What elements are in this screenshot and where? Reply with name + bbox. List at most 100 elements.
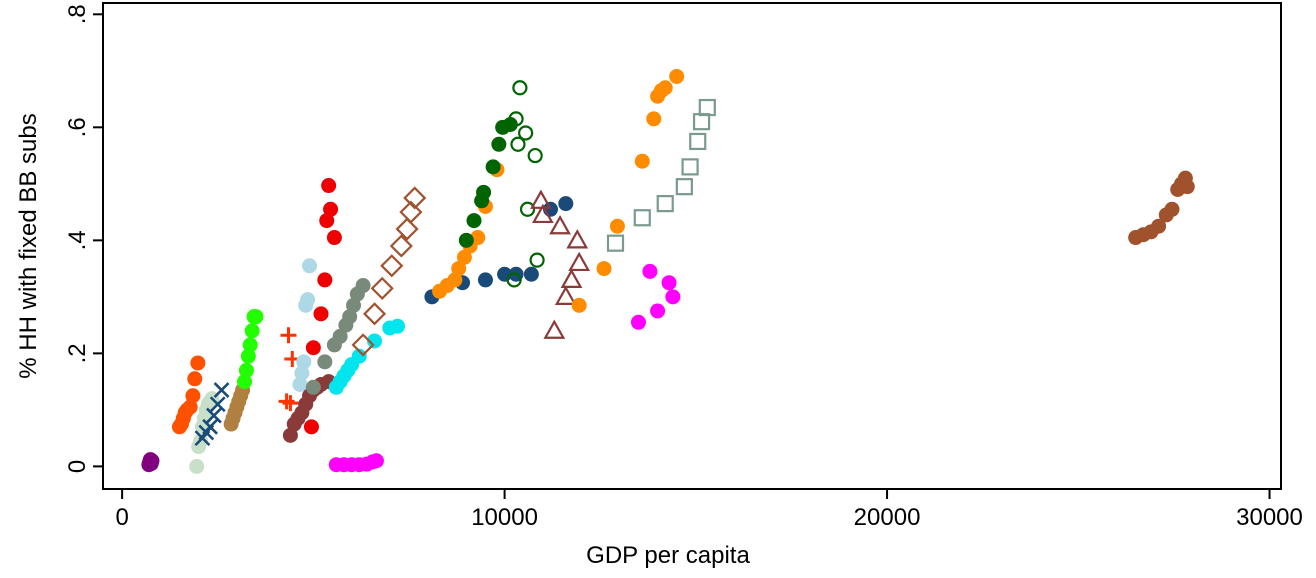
series bbox=[237, 309, 264, 390]
data-point bbox=[342, 309, 358, 325]
data-point bbox=[502, 117, 518, 132]
data-point bbox=[518, 125, 534, 141]
series bbox=[303, 178, 342, 435]
data-point bbox=[305, 340, 321, 356]
x-tick-label: 0 bbox=[115, 504, 128, 531]
data-point bbox=[390, 318, 405, 334]
data-point bbox=[282, 427, 298, 443]
x-tick-label: 30000 bbox=[1236, 504, 1303, 531]
data-point bbox=[646, 111, 662, 127]
x-axis-title: GDP per capita bbox=[586, 542, 750, 569]
data-point bbox=[568, 251, 591, 272]
data-point bbox=[698, 98, 716, 117]
data-point bbox=[1164, 201, 1180, 217]
data-point bbox=[531, 203, 554, 224]
data-point bbox=[321, 178, 337, 194]
series bbox=[305, 278, 371, 395]
data-point bbox=[182, 399, 198, 415]
data-point bbox=[650, 303, 666, 319]
series bbox=[458, 117, 518, 248]
data-point bbox=[681, 158, 699, 176]
data-point bbox=[294, 365, 310, 381]
data-point bbox=[476, 184, 492, 200]
data-point bbox=[346, 297, 362, 313]
data-point bbox=[351, 333, 375, 357]
data-point bbox=[213, 382, 230, 399]
data-point bbox=[510, 136, 526, 152]
data-point bbox=[202, 418, 219, 435]
series bbox=[630, 263, 681, 330]
data-point bbox=[506, 272, 522, 288]
series bbox=[571, 68, 685, 313]
data-point bbox=[549, 214, 571, 235]
data-point bbox=[237, 374, 253, 390]
data-point bbox=[633, 209, 651, 227]
y-tick-label: .2 bbox=[64, 343, 91, 363]
data-point bbox=[368, 453, 384, 469]
data-point bbox=[642, 263, 658, 279]
data-point bbox=[395, 217, 419, 241]
series bbox=[351, 186, 427, 357]
data-point bbox=[326, 230, 342, 246]
data-point bbox=[571, 297, 587, 313]
data-point bbox=[313, 306, 329, 322]
data-point bbox=[300, 292, 316, 308]
data-point bbox=[1151, 218, 1167, 234]
data-point bbox=[367, 333, 383, 349]
series bbox=[171, 355, 206, 435]
data-point bbox=[389, 234, 413, 258]
data-point bbox=[209, 396, 226, 413]
data-point bbox=[656, 195, 674, 213]
data-point bbox=[485, 159, 501, 175]
series bbox=[194, 382, 230, 447]
data-point bbox=[296, 354, 312, 370]
data-point bbox=[351, 348, 367, 364]
data-point bbox=[470, 230, 486, 246]
data-point bbox=[185, 388, 201, 404]
y-tick-label: 0 bbox=[64, 460, 91, 473]
data-point bbox=[692, 113, 711, 131]
y-axis: 0 .2 .4 .6 .8 bbox=[64, 4, 103, 473]
data-point bbox=[508, 111, 524, 127]
data-point bbox=[519, 201, 536, 217]
data-point bbox=[144, 453, 160, 469]
data-point bbox=[248, 309, 264, 325]
data-point bbox=[317, 354, 333, 370]
series bbox=[141, 452, 160, 473]
data-point bbox=[665, 289, 681, 305]
data-point bbox=[302, 258, 318, 274]
data-point bbox=[491, 136, 507, 152]
data-point bbox=[380, 254, 404, 278]
data-point bbox=[355, 278, 371, 294]
series bbox=[223, 382, 251, 432]
series bbox=[506, 80, 545, 288]
data-point bbox=[317, 272, 333, 288]
data-point bbox=[303, 419, 319, 435]
data-point bbox=[323, 201, 339, 217]
series bbox=[328, 453, 384, 473]
data-point bbox=[657, 80, 673, 96]
data-point bbox=[543, 319, 566, 339]
data-point bbox=[319, 213, 335, 229]
data-point bbox=[634, 153, 650, 169]
data-point bbox=[689, 132, 707, 151]
data-point bbox=[669, 68, 685, 84]
data-point bbox=[205, 407, 222, 424]
data-point bbox=[362, 302, 387, 326]
data-point bbox=[558, 196, 574, 212]
data-point bbox=[242, 337, 258, 353]
data-point bbox=[403, 186, 427, 210]
data-point bbox=[661, 275, 677, 291]
data-point bbox=[238, 362, 254, 378]
data-point bbox=[240, 348, 256, 364]
data-point bbox=[244, 323, 260, 339]
data-point bbox=[1179, 179, 1195, 195]
data-point bbox=[527, 147, 543, 164]
series bbox=[606, 98, 716, 252]
series bbox=[530, 189, 591, 339]
data-point bbox=[189, 458, 205, 474]
data-point bbox=[560, 268, 583, 289]
data-point bbox=[523, 266, 539, 282]
x-tick-label: 10000 bbox=[471, 504, 538, 531]
